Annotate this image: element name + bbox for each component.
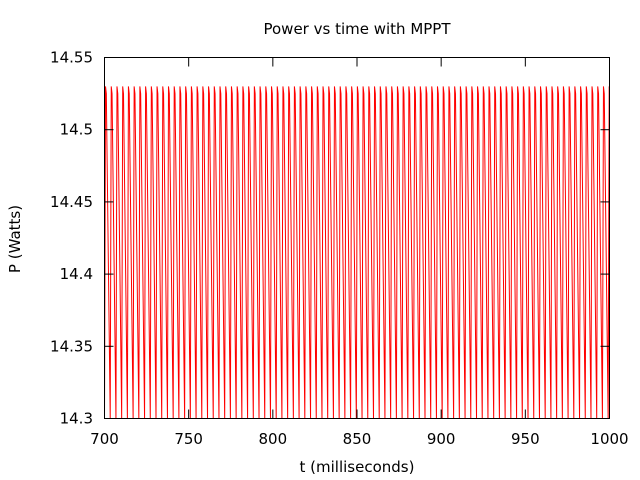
x-tick-label: 950 <box>511 430 540 448</box>
series-line-0 <box>104 86 610 419</box>
y-tick-label: 14.55 <box>50 49 93 67</box>
chart-title: Power vs time with MPPT <box>263 20 451 38</box>
y-tick-label: 14.3 <box>60 410 93 428</box>
y-tick-label: 14.4 <box>60 265 93 283</box>
x-tick-label: 850 <box>343 430 372 448</box>
x-tick-label: 900 <box>427 430 456 448</box>
x-tick-label: 750 <box>174 430 203 448</box>
x-tick-label: 800 <box>259 430 288 448</box>
plot-area <box>104 86 610 419</box>
y-tick-label: 14.45 <box>50 193 93 211</box>
plot-frame <box>104 57 610 419</box>
y-tick-label: 14.35 <box>50 337 93 355</box>
axis-ticks: 700 750 800 850 900 950 1000 14.3 14.35 14.4 14.45… <box>50 49 629 449</box>
x-axis-label: t (milliseconds) <box>300 458 415 476</box>
y-axis-label: P (Watts) <box>6 205 24 273</box>
y-tick-label: 14.5 <box>60 121 93 139</box>
x-tick-label: 700 <box>90 430 119 448</box>
x-tick-label: 1000 <box>590 430 628 448</box>
